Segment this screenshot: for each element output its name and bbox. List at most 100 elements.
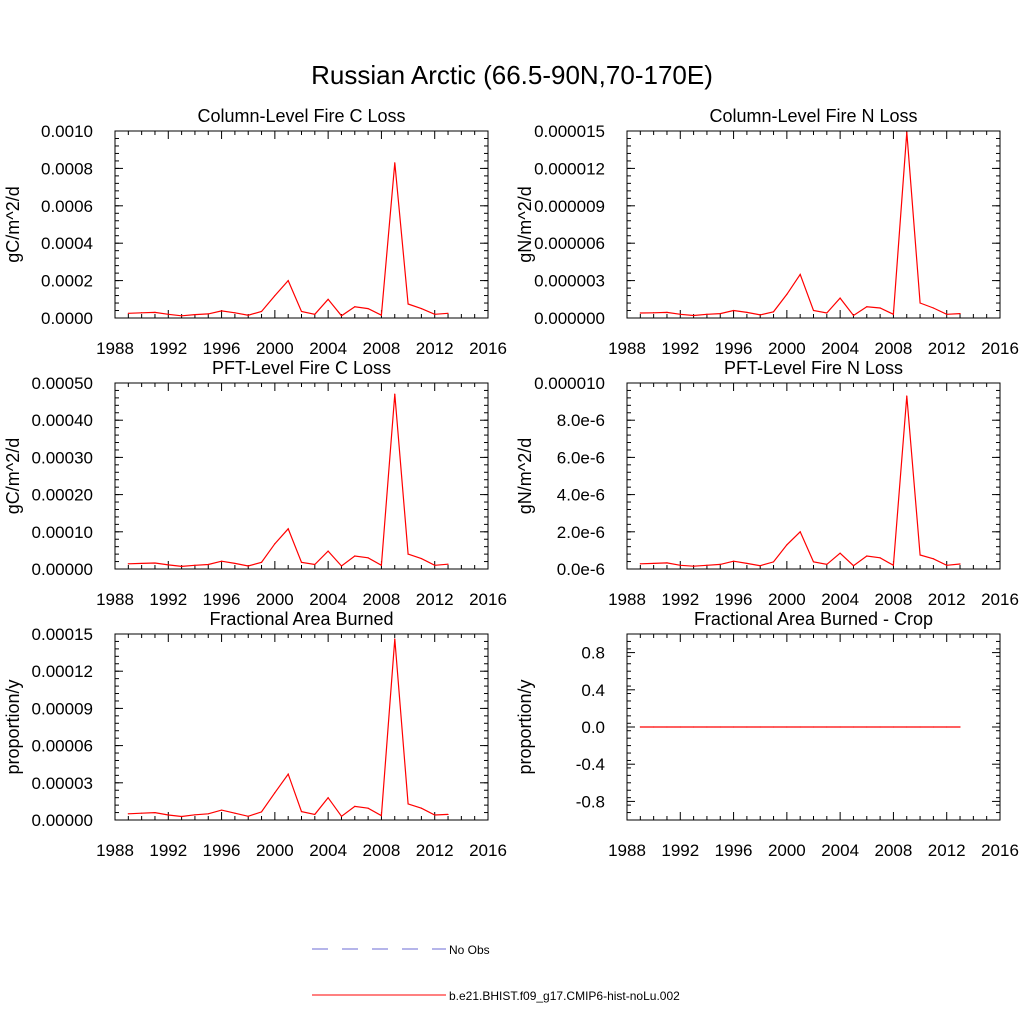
legend: No Obs b.e21.BHIST.f09_g17.CMIP6-hist-noL…: [312, 943, 680, 1003]
data-point: [732, 726, 735, 728]
data-point: [919, 554, 921, 556]
data-point: [746, 726, 748, 728]
data-point: [906, 726, 908, 728]
data-point: [732, 309, 735, 312]
data-point: [639, 726, 641, 728]
series-line: [128, 394, 449, 568]
x-tick-label: 1988: [608, 339, 646, 358]
data-point: [799, 531, 801, 533]
data-point: [866, 306, 868, 308]
data-point: [340, 815, 343, 817]
data-point: [434, 564, 436, 566]
x-tick-label: 1988: [608, 590, 646, 609]
data-point: [420, 557, 422, 560]
data-point: [354, 306, 356, 308]
data-point: [287, 773, 289, 775]
data-point: [719, 563, 721, 565]
data-point: [639, 312, 641, 314]
x-tick-label: 2004: [309, 590, 347, 609]
data-point: [207, 563, 209, 566]
y-tick-label: 0.00009: [32, 699, 93, 718]
plot-frame: [114, 633, 489, 821]
data-point: [879, 726, 881, 728]
data-point: [772, 561, 775, 563]
data-point: [340, 315, 343, 317]
x-tick-label: 1988: [608, 841, 646, 860]
plot-frame: [626, 130, 1001, 319]
data-point: [892, 564, 895, 566]
data-point: [154, 811, 156, 814]
x-tick-label: 1992: [661, 590, 699, 609]
y-axis-label: gC/m^2/d: [3, 438, 23, 514]
legend-entry: No Obs: [312, 943, 490, 957]
x-tick-label: 2008: [875, 590, 913, 609]
x-tick-label: 1996: [203, 841, 241, 860]
data-point: [340, 565, 343, 567]
data-point: [354, 805, 356, 807]
y-tick-label: 0.00006: [32, 737, 93, 756]
data-point: [380, 314, 383, 316]
x-tick-label: 2012: [928, 339, 966, 358]
data-point: [932, 726, 934, 728]
data-point: [260, 561, 263, 563]
data-point: [666, 311, 668, 313]
x-tick-label: 1996: [715, 339, 753, 358]
data-point: [919, 302, 921, 304]
x-tick-label: 1988: [96, 590, 134, 609]
data-point: [287, 280, 289, 282]
data-point: [181, 815, 183, 818]
data-point: [719, 726, 721, 728]
data-point: [194, 564, 196, 566]
data-point: [300, 310, 303, 313]
y-tick-label: 0.000012: [534, 159, 605, 178]
data-point: [380, 564, 383, 566]
y-tick-label: 0.000010: [534, 374, 605, 393]
data-point: [407, 553, 409, 555]
y-tick-label: 0.00010: [32, 523, 93, 542]
x-tick-label: 2008: [363, 339, 401, 358]
plot-frame: [114, 382, 489, 570]
y-tick-label: 0.0008: [41, 159, 93, 178]
panels-group: Column-Level Fire C Loss gC/m^2/d 1988 1992…: [3, 106, 1019, 860]
y-axis-label: gN/m^2/d: [515, 186, 535, 262]
y-tick-label: 0.000006: [534, 234, 605, 253]
x-tick-label: 2012: [416, 339, 454, 358]
data-point: [127, 312, 129, 314]
data-point: [706, 313, 708, 315]
y-tick-label: 0.0006: [41, 197, 93, 216]
x-tick-label: 1996: [715, 841, 753, 860]
data-point: [354, 555, 356, 557]
data-point: [919, 726, 921, 728]
y-tick-label: 0.00020: [32, 486, 93, 505]
x-tick-label: 2016: [981, 339, 1019, 358]
data-point: [892, 313, 895, 315]
data-point: [220, 560, 223, 562]
data-point: [799, 726, 801, 728]
data-point: [679, 313, 681, 315]
panel-6: Fractional Area Burned - Crop proportion/…: [515, 609, 1019, 860]
x-tick-label: 2004: [309, 841, 347, 860]
x-tick-label: 1996: [715, 590, 753, 609]
panel-2: Column-Level Fire N Loss gN/m^2/d 1988 1992…: [515, 106, 1019, 358]
series-line: [128, 162, 449, 317]
data-point: [127, 813, 129, 815]
data-point: [759, 565, 761, 567]
data-point: [447, 813, 449, 816]
data-point: [906, 131, 908, 133]
data-point: [287, 528, 289, 530]
data-point: [759, 314, 761, 316]
data-point: [434, 313, 436, 315]
data-point: [693, 314, 695, 317]
data-point: [274, 792, 276, 794]
data-point: [666, 562, 668, 564]
data-point: [247, 565, 249, 567]
series-line: [640, 132, 961, 317]
data-point: [181, 565, 183, 567]
x-tick-label: 2016: [469, 339, 507, 358]
y-axis-label: gN/m^2/d: [515, 438, 535, 514]
data-point: [367, 308, 369, 310]
data-point: [167, 313, 169, 315]
x-tick-label: 2000: [768, 590, 806, 609]
y-axis-label: proportion/y: [515, 679, 535, 774]
data-point: [746, 311, 748, 313]
